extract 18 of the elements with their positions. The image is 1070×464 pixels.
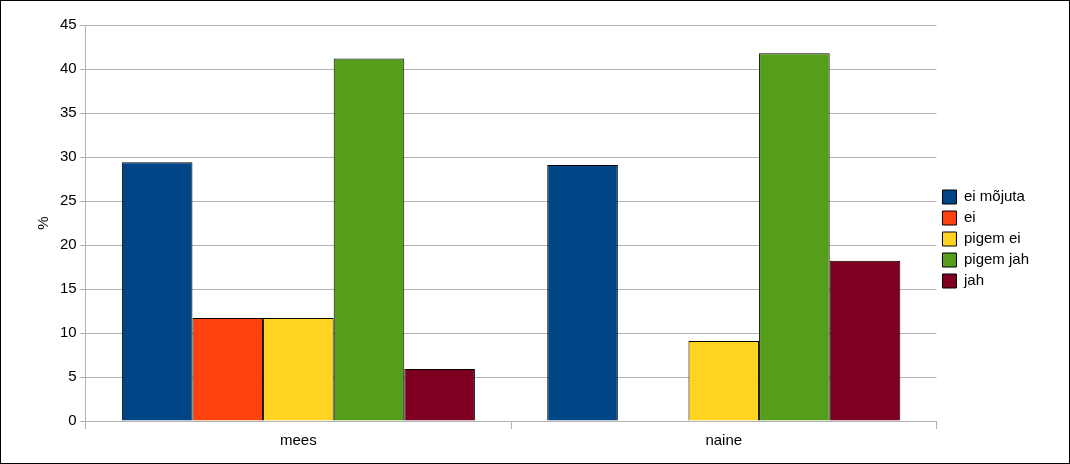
y-tick-label: 25	[60, 191, 77, 209]
legend-label: pigem ei	[963, 229, 1021, 247]
legend-label: jah	[962, 271, 984, 289]
legend-label: pigem jah	[963, 250, 1030, 268]
y-tick-label: 20	[60, 235, 77, 253]
y-tick-label: 45	[60, 15, 77, 33]
legend-label: ei	[963, 208, 976, 226]
y-tick-label: 10	[60, 323, 77, 341]
y-tick-label: 35	[60, 103, 77, 121]
y-tick-label: 0	[68, 411, 77, 429]
y-axis-title: %	[34, 216, 52, 230]
legend-label: ei mõjuta	[963, 187, 1026, 205]
x-tick-label: mees	[280, 431, 317, 449]
y-tick-label: 30	[60, 147, 77, 165]
y-tick-label: 15	[60, 279, 77, 297]
y-tick-label: 40	[60, 59, 77, 77]
x-tick-label: naine	[705, 431, 743, 449]
y-tick-label: 5	[68, 367, 77, 385]
